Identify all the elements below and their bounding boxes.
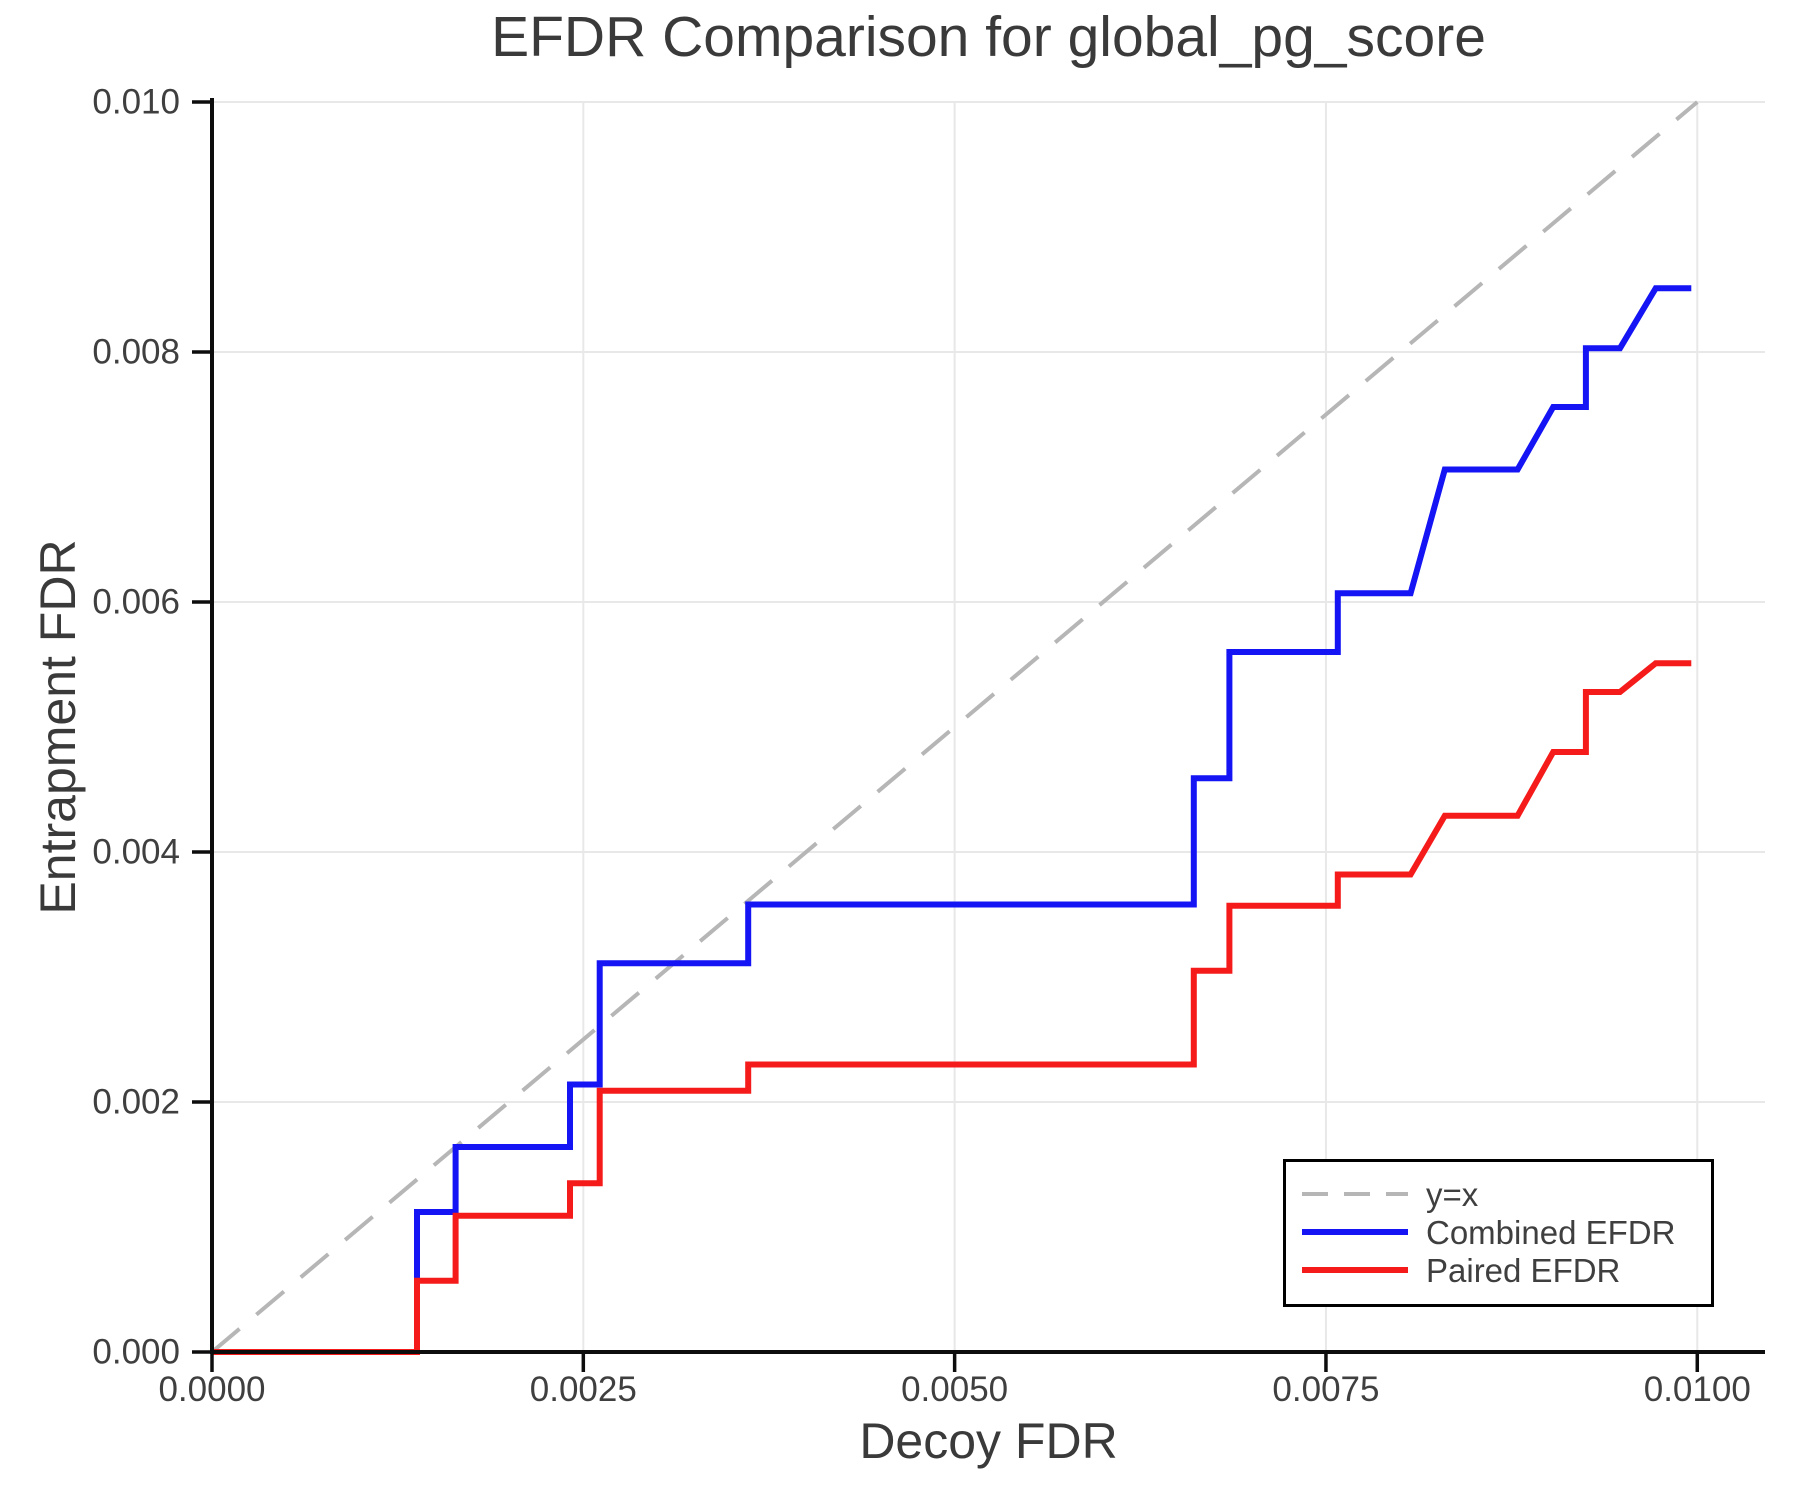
x-tick-label: 0.0025 bbox=[530, 1370, 637, 1409]
red-line-sample-icon bbox=[1302, 1267, 1408, 1273]
series-line-combined-efdr bbox=[212, 285, 1692, 1355]
legend-entry-paired-efdr: Paired EFDR bbox=[1302, 1251, 1711, 1289]
legend-label: Combined EFDR bbox=[1426, 1213, 1676, 1251]
x-axis-label: Decoy FDR bbox=[859, 1413, 1118, 1469]
legend-label: Paired EFDR bbox=[1426, 1251, 1621, 1289]
series-line-paired-efdr bbox=[212, 660, 1692, 1355]
y-tick-label: 0.008 bbox=[92, 333, 180, 372]
chart-title: EFDR Comparison for global_pg_score bbox=[491, 5, 1486, 69]
y-axis-label: Entrapment FDR bbox=[30, 539, 86, 915]
x-tick-label: 0.0100 bbox=[1644, 1370, 1751, 1409]
legend-entry-combined-efdr: Combined EFDR bbox=[1302, 1213, 1711, 1251]
y-tick-label: 0.004 bbox=[92, 833, 180, 872]
series-line-y-x bbox=[210, 100, 1699, 1354]
blue-line-sample-icon bbox=[1302, 1229, 1408, 1235]
legend: y=x Combined EFDR Paired EFDR bbox=[1283, 1159, 1714, 1307]
y-tick-label: 0.006 bbox=[92, 583, 180, 622]
x-tick-label: 0.0050 bbox=[901, 1370, 1008, 1409]
y-tick-label: 0.000 bbox=[92, 1333, 180, 1372]
legend-label: y=x bbox=[1426, 1175, 1479, 1213]
dashed-line-sample-icon bbox=[1302, 1192, 1408, 1196]
x-tick-label: 0.0000 bbox=[158, 1370, 265, 1409]
legend-entry-diagonal: y=x bbox=[1302, 1175, 1711, 1213]
y-tick-label: 0.002 bbox=[92, 1083, 180, 1122]
x-tick-label: 0.0075 bbox=[1272, 1370, 1379, 1409]
y-tick-label: 0.010 bbox=[92, 83, 180, 122]
